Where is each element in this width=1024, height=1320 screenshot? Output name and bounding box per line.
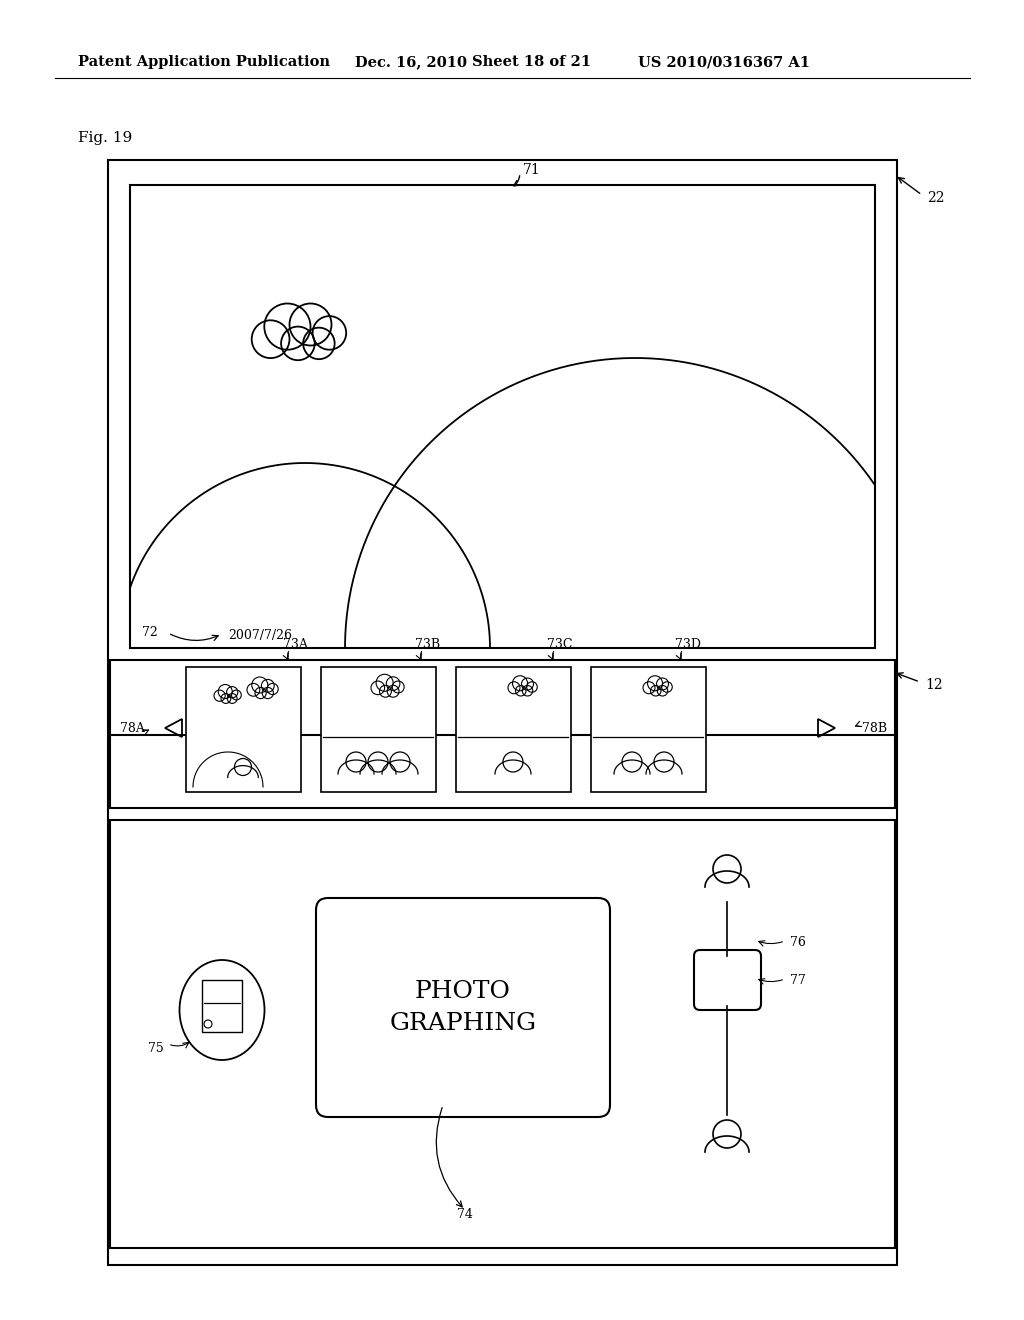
Circle shape [282,326,314,360]
Text: Fig. 19: Fig. 19 [78,131,132,145]
Text: PHOTO
GRAPHING: PHOTO GRAPHING [389,979,537,1035]
Circle shape [267,684,279,694]
Circle shape [512,676,527,690]
Bar [321,667,436,792]
Circle shape [261,680,274,692]
Text: Sheet 18 of 21: Sheet 18 of 21 [472,55,591,69]
Circle shape [521,678,534,690]
Circle shape [252,677,268,693]
Circle shape [656,678,669,690]
Circle shape [657,685,668,696]
Circle shape [380,685,391,697]
Circle shape [231,690,242,700]
Circle shape [214,690,225,701]
Text: 73A: 73A [283,639,307,652]
Circle shape [376,675,393,692]
Bar [110,820,895,1247]
Circle shape [522,685,532,696]
Text: 73D: 73D [675,639,701,652]
Circle shape [643,681,655,694]
Circle shape [508,681,520,694]
Text: 71: 71 [523,162,541,177]
Text: 12: 12 [925,678,943,692]
Text: 74: 74 [457,1209,473,1221]
Text: 73C: 73C [547,639,572,652]
Bar [110,660,895,808]
Text: 72: 72 [142,626,158,639]
Circle shape [252,321,290,358]
Text: Dec. 16, 2010: Dec. 16, 2010 [355,55,467,69]
Circle shape [515,685,526,696]
Text: 2007/7/26: 2007/7/26 [228,628,292,642]
FancyBboxPatch shape [694,950,761,1010]
Bar [456,667,571,792]
Text: 77: 77 [790,974,806,986]
Circle shape [647,676,663,690]
Bar [108,160,897,1265]
Bar [591,667,706,792]
Circle shape [226,686,238,698]
FancyBboxPatch shape [316,898,610,1117]
Text: 22: 22 [927,191,944,205]
Bar [186,667,301,792]
Circle shape [221,693,230,704]
Circle shape [290,304,332,346]
Circle shape [255,688,266,698]
Circle shape [650,685,662,696]
Circle shape [386,677,400,690]
Circle shape [312,315,346,350]
Circle shape [392,681,404,693]
Circle shape [218,685,232,698]
Circle shape [526,681,538,692]
Circle shape [387,685,399,697]
Text: 73B: 73B [416,639,440,652]
Circle shape [247,684,260,696]
Text: US 2010/0316367 A1: US 2010/0316367 A1 [638,55,810,69]
Text: 78A: 78A [120,722,144,734]
Bar [202,979,242,1032]
Circle shape [662,681,672,692]
Circle shape [227,693,238,704]
Circle shape [371,681,385,694]
Circle shape [303,327,335,359]
Circle shape [264,304,310,350]
Circle shape [262,688,273,698]
Text: 75: 75 [148,1041,164,1055]
Text: 76: 76 [790,936,806,949]
Text: 78B: 78B [862,722,887,734]
Bar [130,185,874,648]
Text: Patent Application Publication: Patent Application Publication [78,55,330,69]
